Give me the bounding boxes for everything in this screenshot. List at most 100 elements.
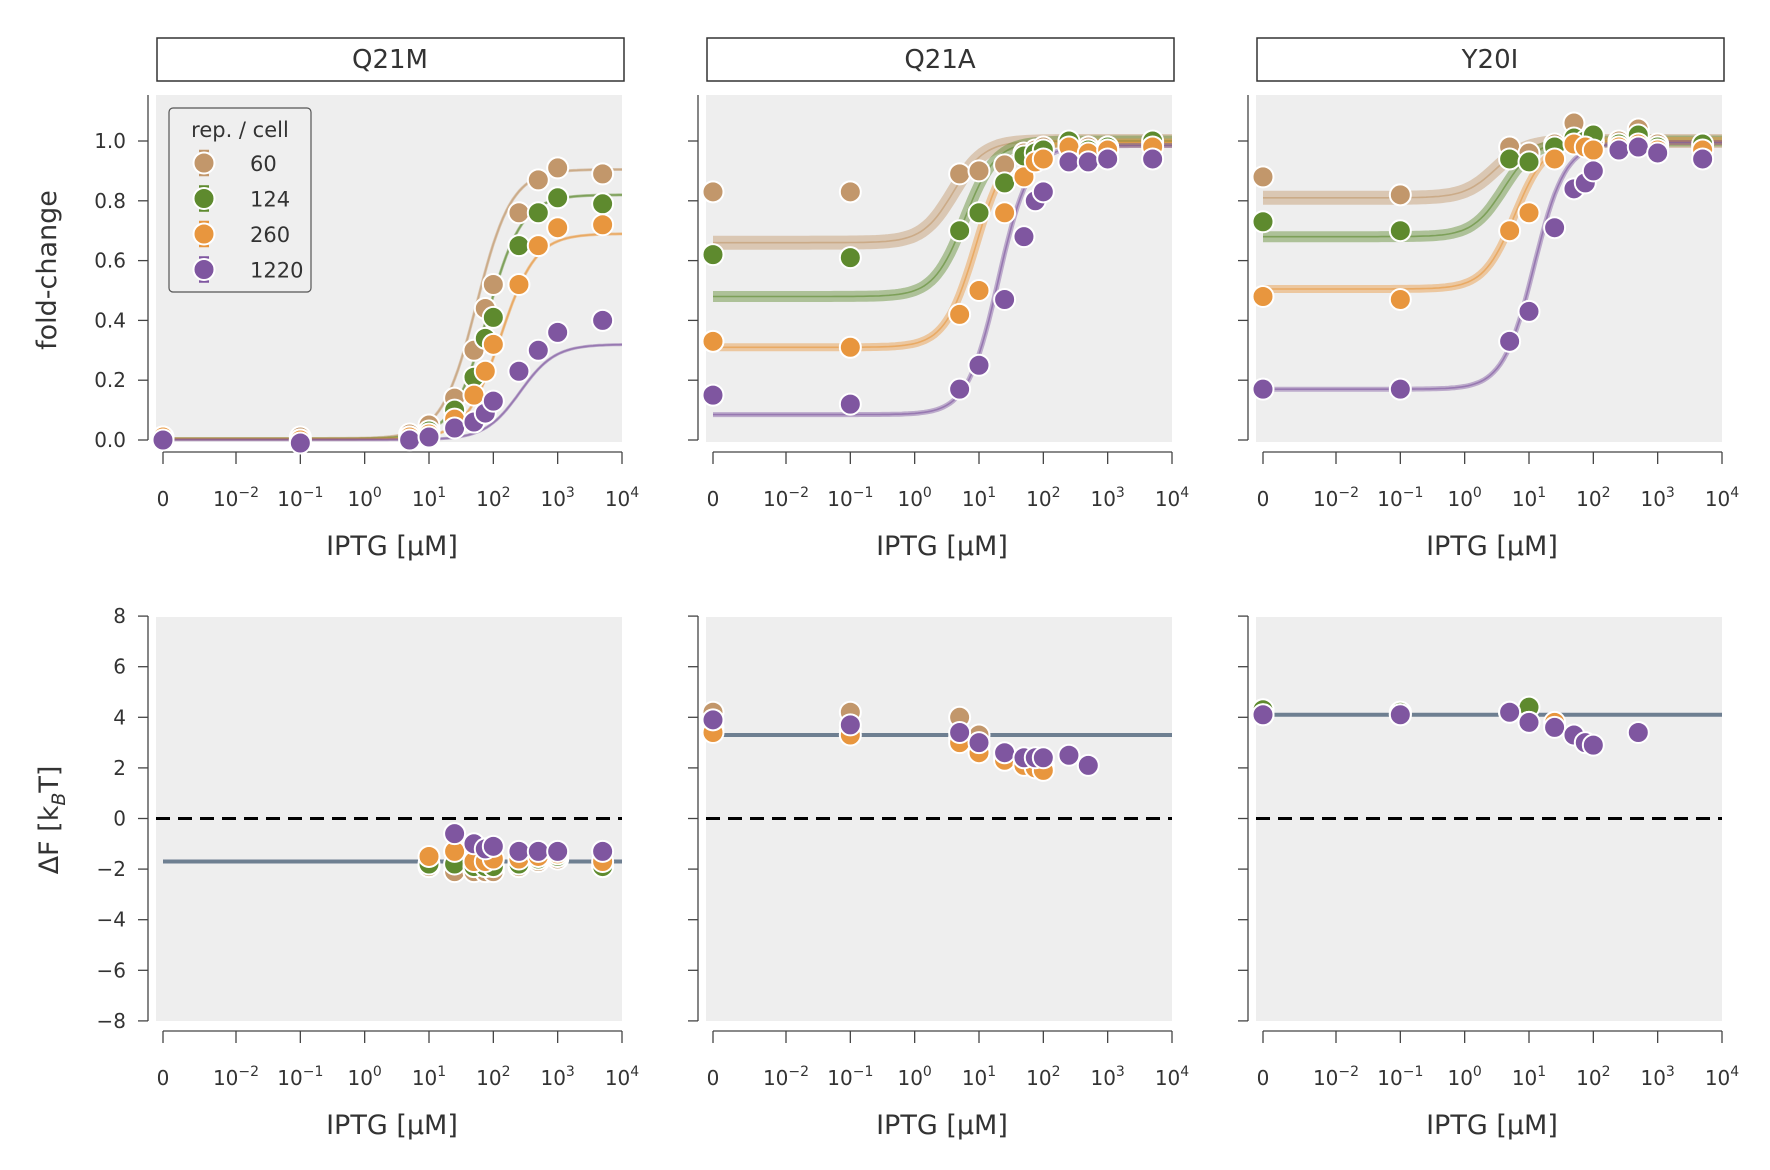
data-point-1220 [967,353,991,377]
x-tick-exponent: −1 [303,1064,324,1080]
x-tick-exponent: 1 [437,485,446,501]
data-point-1220 [443,416,467,440]
data-point-1220 [701,383,725,407]
x-tick-base: 10 [476,1066,501,1090]
x-tick-exponent: 4 [1730,1064,1739,1080]
x-tick-base: 10 [1447,487,1472,511]
y-axis-label-part: B [48,793,70,806]
data-point-60 [948,162,972,186]
y-tick-label: −2 [97,857,126,881]
panel-title-box [706,37,1175,82]
x-tick-label: 10−2 [1313,485,1359,511]
x-tick-label: 100 [1447,485,1481,511]
data-point-1220 [288,431,312,455]
x-tick-base: 10 [605,1066,630,1090]
x-tick-label: 104 [1705,1064,1739,1090]
y-axis-label-part: ΔF [k [34,805,65,874]
x-axis-label: IPTG [µM] [1426,531,1558,562]
x-tick-exponent: 1 [437,1064,446,1080]
data-point-260 [1251,284,1275,308]
data-point-260 [1498,219,1522,243]
y-tick-label: 4 [113,705,126,729]
x-tick-base: 10 [962,487,987,511]
delta-f-point-1220 [443,822,467,846]
x-tick-base: 10 [1090,487,1115,511]
x-tick-label: 10−1 [827,1064,873,1090]
data-point-260 [526,234,550,258]
x-tick-base: 0 [707,487,720,511]
data-point-260 [1543,147,1567,171]
data-point-124 [993,171,1017,195]
x-tick-exponent: 1 [1537,485,1546,501]
x-axis-label: IPTG [µM] [1426,1110,1558,1141]
x-tick-base: 10 [1576,487,1601,511]
data-point-60 [838,180,862,204]
data-point-1220 [481,389,505,413]
x-tick-label: 101 [962,485,996,511]
delta-f-point-1220 [1581,733,1605,757]
x-tick-label: 10−1 [277,485,323,511]
x-tick-base: 10 [1155,487,1180,511]
x-axis-label: IPTG [µM] [876,1110,1008,1141]
x-tick-exponent: 0 [923,485,932,501]
x-tick-exponent: −1 [1403,485,1424,501]
x-tick-base: 10 [827,1066,852,1090]
data-point-1220 [1626,135,1650,159]
x-tick-label: 104 [1155,1064,1189,1090]
delta-f-point-1220 [546,839,570,863]
y-tick-label: 6 [113,655,126,679]
panel-title: Y20I [1461,45,1519,75]
x-tick-base: 10 [962,1066,987,1090]
x-tick-exponent: 2 [1602,485,1611,501]
x-tick-base: 10 [1447,1066,1472,1090]
x-tick-label: 102 [1026,485,1060,511]
x-tick-base: 10 [827,487,852,511]
x-tick-exponent: 3 [1666,485,1675,501]
x-tick-label: 100 [347,1064,381,1090]
y-tick-label: 0.6 [94,249,126,273]
data-point-124 [1388,219,1412,243]
x-tick-exponent: 2 [1602,1064,1611,1080]
data-point-60 [701,180,725,204]
x-axis-label: IPTG [µM] [326,531,458,562]
x-tick-base: 0 [157,1066,170,1090]
delta-f-point-1220 [507,839,531,863]
data-point-60 [1388,183,1412,207]
data-point-1220 [417,425,441,449]
y-tick-label: 8 [113,604,126,628]
x-tick-base: 10 [1705,487,1730,511]
x-tick-base: 10 [277,487,302,511]
x-tick-base: 0 [1257,487,1270,511]
data-point-124 [546,186,570,210]
x-tick-label: 102 [1026,1064,1060,1090]
x-tick-exponent: 0 [1473,485,1482,501]
y-tick-label: 0.2 [94,368,126,392]
data-point-1220 [398,428,422,452]
data-point-260 [1517,201,1541,225]
y-axis-label-delta-f: ΔF [kBT] [34,766,70,875]
data-point-1220 [1076,150,1100,174]
x-tick-label: 104 [605,1064,639,1090]
x-tick-label: 104 [1155,485,1189,511]
x-tick-exponent: 4 [630,485,639,501]
x-tick-exponent: 1 [1537,1064,1546,1080]
data-point-1220 [1691,147,1715,171]
data-point-124 [838,246,862,270]
x-tick-label: 10−1 [1377,485,1423,511]
data-point-260 [591,213,615,237]
x-tick-base: 10 [412,487,437,511]
x-tick-exponent: 2 [502,485,511,501]
data-point-1220 [1141,147,1165,171]
x-tick-base: 10 [347,1066,372,1090]
x-tick-base: 10 [540,1066,565,1090]
x-tick-label: 104 [1705,485,1739,511]
x-tick-label: 100 [347,485,381,511]
y-tick-label: 0 [113,807,126,831]
x-tick-base: 10 [1640,487,1665,511]
x-tick-base: 10 [897,487,922,511]
x-tick-exponent: 2 [502,1064,511,1080]
x-tick-label: 10−1 [1377,1064,1423,1090]
x-tick-base: 10 [1026,487,1051,511]
data-point-1220 [1096,147,1120,171]
x-tick-exponent: 0 [373,1064,382,1080]
